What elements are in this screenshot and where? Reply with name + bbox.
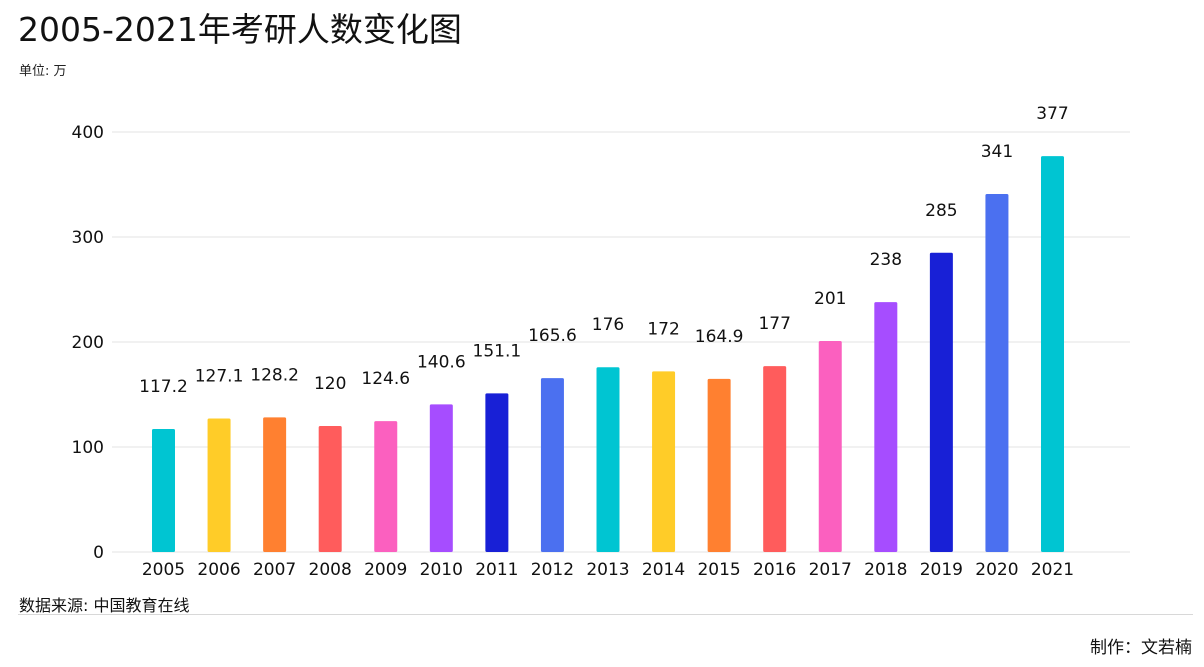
x-tick-label: 2007 — [253, 560, 296, 580]
data-label: 238 — [870, 250, 902, 270]
bar — [318, 426, 342, 552]
data-label: 176 — [592, 315, 624, 335]
data-label: 172 — [647, 319, 679, 339]
bar — [818, 340, 842, 552]
bar — [874, 302, 898, 552]
x-tick-label: 2018 — [864, 560, 907, 580]
bar — [207, 418, 231, 552]
x-tick-label: 2008 — [309, 560, 352, 580]
bar — [652, 371, 676, 552]
data-label: 377 — [1036, 104, 1068, 124]
x-tick-label: 2021 — [1031, 560, 1074, 580]
bar — [763, 366, 787, 552]
data-label: 124.6 — [361, 369, 410, 389]
x-tick-label: 2015 — [697, 560, 740, 580]
footer-divider — [18, 614, 1193, 615]
bar — [374, 421, 398, 552]
bar — [1041, 156, 1064, 552]
data-label: 128.2 — [250, 365, 299, 385]
x-tick-label: 2013 — [586, 560, 629, 580]
x-tick-label: 2009 — [364, 560, 407, 580]
bar — [985, 193, 1009, 552]
author-credit: 制作：文若楠 — [1090, 638, 1192, 658]
x-tick-label: 2020 — [975, 560, 1018, 580]
chart-title: 2005-2021年考研人数变化图 — [18, 10, 462, 49]
unit-label: 单位: 万 — [19, 64, 67, 79]
data-label: 341 — [981, 142, 1013, 162]
x-tick-label: 2019 — [920, 560, 963, 580]
x-tick-label: 2005 — [142, 560, 185, 580]
x-tick-label: 2016 — [753, 560, 796, 580]
bar — [596, 367, 620, 552]
y-tick-label: 0 — [93, 543, 104, 563]
data-label: 140.6 — [417, 352, 466, 372]
data-label: 151.1 — [473, 341, 522, 361]
data-label: 285 — [925, 201, 957, 221]
bar — [707, 378, 731, 552]
x-tick-label: 2012 — [531, 560, 574, 580]
x-tick-label: 2011 — [475, 560, 518, 580]
x-tick-label: 2014 — [642, 560, 685, 580]
data-label: 120 — [314, 374, 346, 394]
bar — [540, 378, 564, 552]
data-source: 数据来源: 中国教育在线 — [19, 596, 190, 615]
bar — [263, 417, 287, 552]
data-label: 164.9 — [695, 327, 744, 347]
y-tick-label: 100 — [72, 438, 104, 458]
x-tick-label: 2017 — [809, 560, 852, 580]
bar — [429, 404, 453, 552]
bar — [485, 393, 509, 552]
y-tick-label: 400 — [72, 123, 104, 143]
y-tick-label: 300 — [72, 228, 104, 248]
bar — [929, 252, 953, 552]
y-tick-label: 200 — [72, 333, 104, 353]
data-label: 117.2 — [139, 377, 188, 397]
data-label: 201 — [814, 289, 846, 309]
data-label: 127.1 — [195, 367, 244, 387]
x-tick-label: 2010 — [420, 560, 463, 580]
bar — [152, 428, 175, 552]
data-label: 177 — [758, 314, 790, 334]
x-tick-label: 2006 — [197, 560, 240, 580]
data-label: 165.6 — [528, 326, 577, 346]
